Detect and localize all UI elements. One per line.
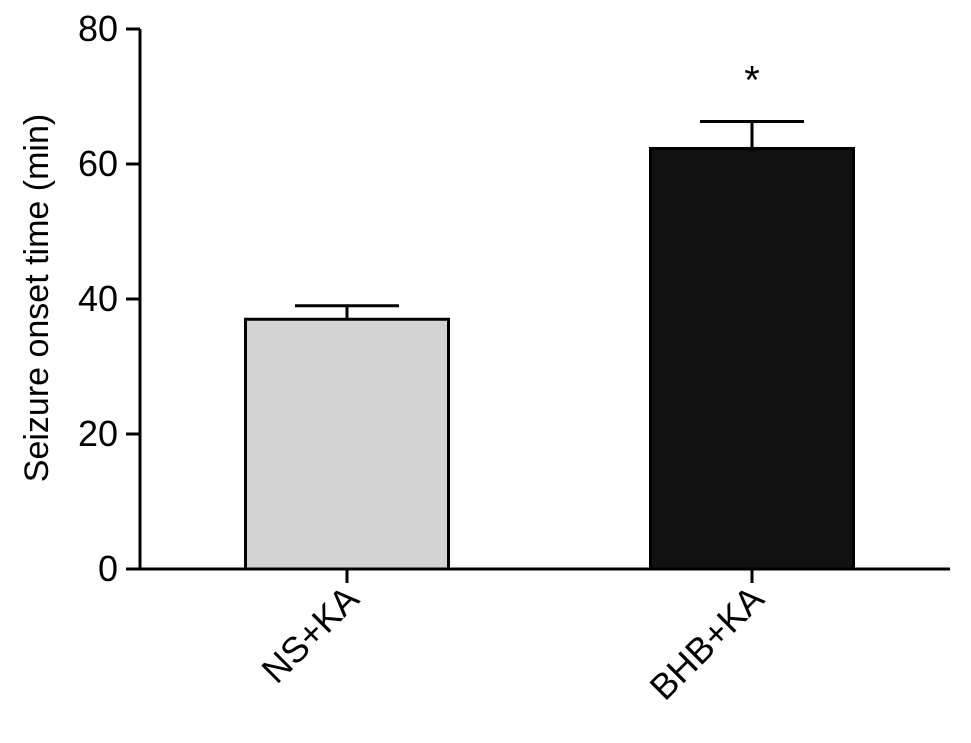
x-tick-label-ns-ka: NS+KA	[253, 578, 366, 691]
bar-ns-ka	[244, 317, 450, 571]
x-tick-label-bhb-ka: BHB+KA	[641, 578, 771, 708]
y-tick-label-80: 80	[78, 8, 118, 49]
y-tick-label-40: 40	[78, 278, 118, 319]
bar-bhb-ka	[649, 146, 855, 571]
y-tick-label-0: 0	[98, 548, 118, 589]
y-tick-label-20: 20	[78, 413, 118, 454]
y-axis-title: Seizure onset time (min)	[18, 114, 56, 482]
significance-marker: *	[744, 58, 760, 102]
y-tick-label-60: 60	[78, 143, 118, 184]
